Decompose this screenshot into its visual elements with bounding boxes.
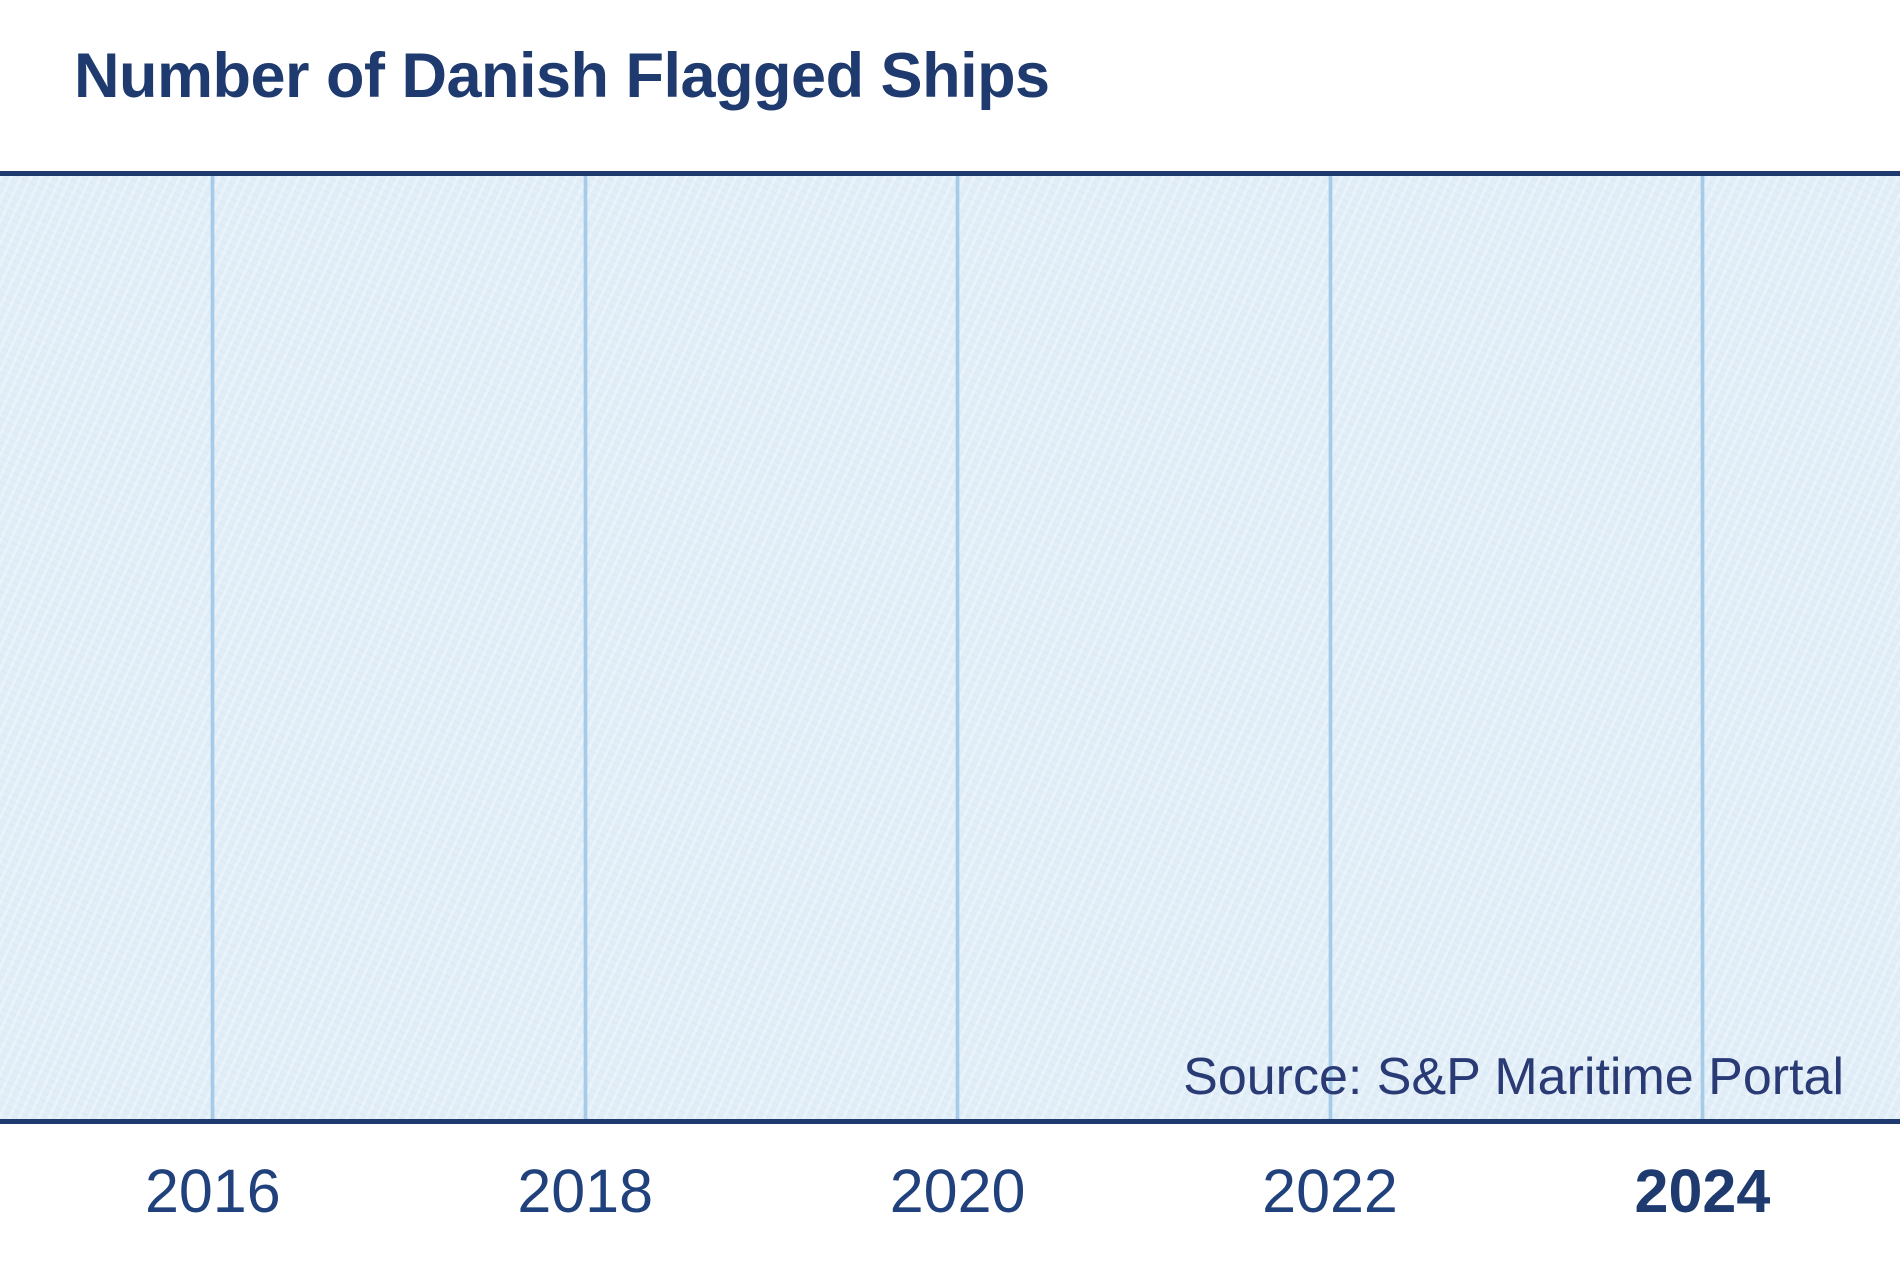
gridline-2024 (1700, 176, 1704, 1119)
gridline-2016 (211, 176, 215, 1119)
plot-top-border (0, 171, 1900, 176)
chart-title: Number of Danish Flagged Ships (74, 41, 1050, 111)
x-tick-label-2018: 2018 (517, 1157, 654, 1225)
x-tick-label-2020: 2020 (889, 1157, 1026, 1225)
source-credit: Source: S&P Maritime Portal (1183, 1048, 1844, 1106)
gridline-2018 (583, 176, 587, 1119)
plot-area: Source: S&P Maritime Portal (0, 176, 1900, 1119)
gridline-2022 (1328, 176, 1332, 1119)
x-tick-label-2022: 2022 (1262, 1157, 1398, 1225)
x-tick-label-2016: 2016 (144, 1157, 281, 1225)
plot-bottom-border (0, 1119, 1900, 1124)
x-tick-label-2024: 2024 (1634, 1157, 1771, 1225)
x-axis: 2016 2018 2020 2022 2024 (0, 1148, 1900, 1248)
gridline-2020 (956, 176, 960, 1119)
